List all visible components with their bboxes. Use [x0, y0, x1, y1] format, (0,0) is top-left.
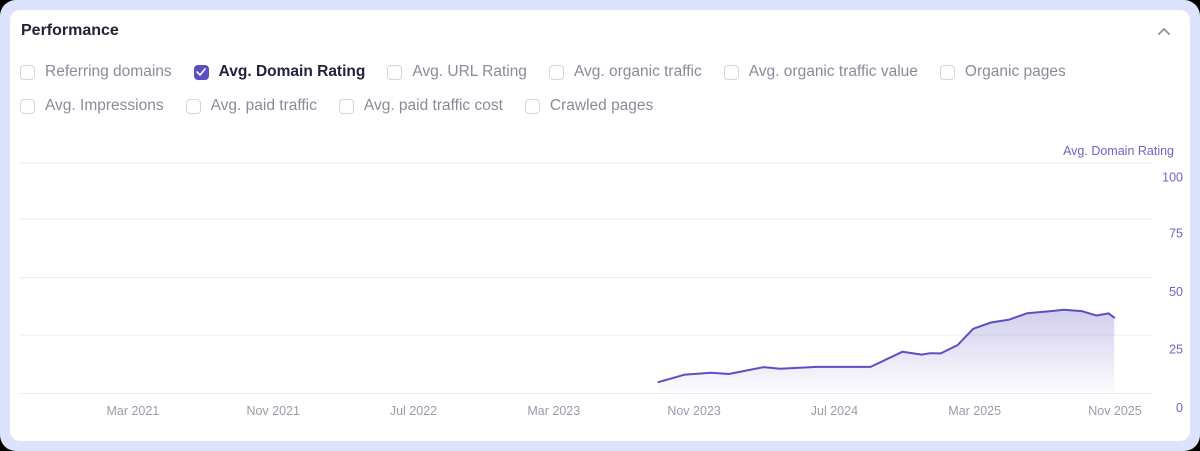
- svg-text:Mar 2021: Mar 2021: [106, 404, 159, 418]
- svg-text:75: 75: [1169, 227, 1183, 241]
- svg-text:0: 0: [1176, 401, 1183, 415]
- svg-text:Nov 2021: Nov 2021: [246, 404, 300, 418]
- svg-text:Mar 2023: Mar 2023: [527, 404, 580, 418]
- svg-text:Mar 2025: Mar 2025: [948, 404, 1001, 418]
- svg-text:50: 50: [1169, 285, 1183, 299]
- svg-text:100: 100: [1162, 171, 1183, 185]
- svg-text:Nov 2023: Nov 2023: [667, 404, 721, 418]
- svg-text:Jul 2024: Jul 2024: [811, 404, 858, 418]
- svg-text:25: 25: [1169, 343, 1183, 357]
- svg-text:Nov 2025: Nov 2025: [1088, 404, 1142, 418]
- svg-text:Jul 2022: Jul 2022: [390, 404, 437, 418]
